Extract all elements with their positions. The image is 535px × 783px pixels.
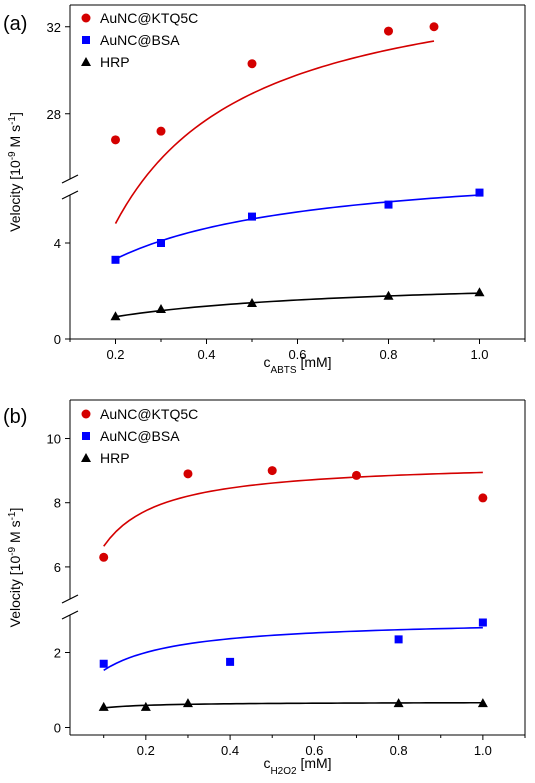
data-point bbox=[111, 135, 120, 145]
x-axis-label: cABTS [mM] bbox=[263, 354, 331, 376]
data-point bbox=[393, 698, 404, 708]
x-axis-label-part: [mM] bbox=[297, 755, 332, 771]
x-axis-label-part: ABTS bbox=[270, 365, 296, 376]
y-tick-label: 4 bbox=[54, 236, 61, 251]
y-axis-label-part: -1 bbox=[7, 116, 18, 125]
y-axis-label-part: -9 bbox=[7, 546, 18, 555]
y-tick-label: 28 bbox=[47, 107, 61, 122]
x-axis-label-part: [mM] bbox=[297, 354, 332, 370]
axis-break-mark bbox=[61, 190, 79, 200]
x-tick-label: 0.8 bbox=[379, 347, 397, 362]
y-tick-label: 6 bbox=[54, 560, 61, 575]
fit-curve bbox=[103, 626, 483, 671]
legend-label: AuNC@BSA bbox=[100, 428, 180, 444]
y-axis-label-part: Velocity [10 bbox=[7, 556, 23, 628]
data-point bbox=[156, 126, 166, 136]
data-point bbox=[383, 290, 394, 300]
legend-label: HRP bbox=[100, 450, 130, 466]
data-point bbox=[226, 657, 235, 666]
axis-break-mark bbox=[61, 174, 79, 184]
data-point bbox=[394, 635, 403, 644]
legend-marker bbox=[81, 453, 91, 462]
x-tick-label: 0.6 bbox=[305, 743, 323, 758]
y-axis-label-part: Velocity [10 bbox=[7, 160, 23, 232]
y-axis-label: Velocity [10-9 M s-1] bbox=[7, 508, 24, 628]
legend-marker bbox=[82, 432, 90, 440]
panel-label: (a) bbox=[3, 13, 27, 35]
x-tick-label: 0.8 bbox=[390, 743, 408, 758]
x-tick-label: 0.4 bbox=[221, 743, 239, 758]
fit-curve bbox=[103, 471, 483, 547]
y-tick-label: 2 bbox=[54, 646, 61, 661]
y-tick-label: 10 bbox=[47, 432, 61, 447]
y-tick-label: 0 bbox=[54, 332, 61, 347]
panel-label: (b) bbox=[3, 406, 27, 428]
x-axis-label: cH2O2 [mM] bbox=[263, 755, 331, 777]
legend-label: AuNC@KTQ5C bbox=[100, 406, 198, 422]
data-point bbox=[157, 239, 165, 247]
data-point bbox=[183, 469, 193, 479]
legend-label: AuNC@KTQ5C bbox=[100, 10, 198, 26]
y-axis-label-part: M s bbox=[7, 520, 23, 546]
data-point bbox=[110, 311, 121, 321]
x-tick-label: 0.2 bbox=[106, 347, 124, 362]
data-point bbox=[247, 298, 257, 307]
legend-label: HRP bbox=[100, 54, 130, 70]
data-point bbox=[111, 255, 120, 264]
x-tick-label: 0.6 bbox=[288, 347, 306, 362]
data-point bbox=[477, 698, 488, 708]
data-point bbox=[156, 304, 166, 313]
panel-a: 0.2 0.4 0.6 0.8 1.0 0 4 28 32 (a) Velocity [10-9 M… bbox=[3, 4, 526, 376]
fit-curve bbox=[115, 292, 480, 318]
axis-break-mark bbox=[61, 594, 79, 604]
data-point bbox=[247, 59, 257, 69]
fit-curve bbox=[114, 40, 435, 224]
y-tick-label: 8 bbox=[54, 496, 61, 511]
axis-break-mark bbox=[61, 610, 79, 620]
y-tick-label: 32 bbox=[47, 20, 61, 35]
data-point bbox=[384, 26, 393, 36]
legend-marker bbox=[81, 13, 91, 23]
x-axis-label-part: H2O2 bbox=[270, 766, 297, 777]
x-tick-label: 0.4 bbox=[197, 347, 215, 362]
data-point bbox=[99, 552, 109, 562]
data-point bbox=[267, 466, 277, 476]
x-axis-label-part: c bbox=[263, 755, 270, 771]
y-axis-label: Velocity [10-9 M s-1] bbox=[7, 112, 24, 232]
data-point bbox=[140, 701, 151, 711]
y-axis-label-part: M s bbox=[7, 125, 23, 151]
legend-marker bbox=[81, 57, 91, 66]
fit-curve bbox=[103, 701, 483, 709]
x-tick-label: 1.0 bbox=[474, 743, 492, 758]
panel-b: 0.2 0.4 0.6 0.8 1.0 0 2 6 8 10 (b) Velocity [10-9 M… bbox=[3, 399, 526, 777]
data-point bbox=[429, 22, 439, 32]
y-tick-label: 0 bbox=[54, 721, 61, 736]
data-point bbox=[384, 200, 393, 209]
y-axis-label-part: -1 bbox=[7, 511, 18, 520]
legend-marker bbox=[82, 36, 90, 44]
legend-label: AuNC@BSA bbox=[100, 32, 180, 48]
y-axis-label-part: ] bbox=[7, 508, 23, 512]
data-point bbox=[478, 618, 487, 627]
legend-marker bbox=[81, 409, 91, 419]
y-axis-label-part: -9 bbox=[7, 151, 18, 160]
x-axis-label-part: c bbox=[263, 354, 270, 370]
data-point bbox=[474, 287, 485, 297]
data-point bbox=[182, 698, 193, 708]
fit-curve bbox=[115, 194, 480, 260]
data-point bbox=[478, 493, 488, 503]
data-point bbox=[98, 701, 109, 711]
data-point bbox=[99, 659, 108, 668]
x-tick-label: 0.2 bbox=[137, 743, 155, 758]
y-axis-label-part: ] bbox=[7, 112, 23, 116]
data-point bbox=[351, 470, 361, 480]
data-point bbox=[248, 212, 256, 221]
x-tick-label: 1.0 bbox=[470, 347, 488, 362]
data-point bbox=[475, 188, 484, 197]
